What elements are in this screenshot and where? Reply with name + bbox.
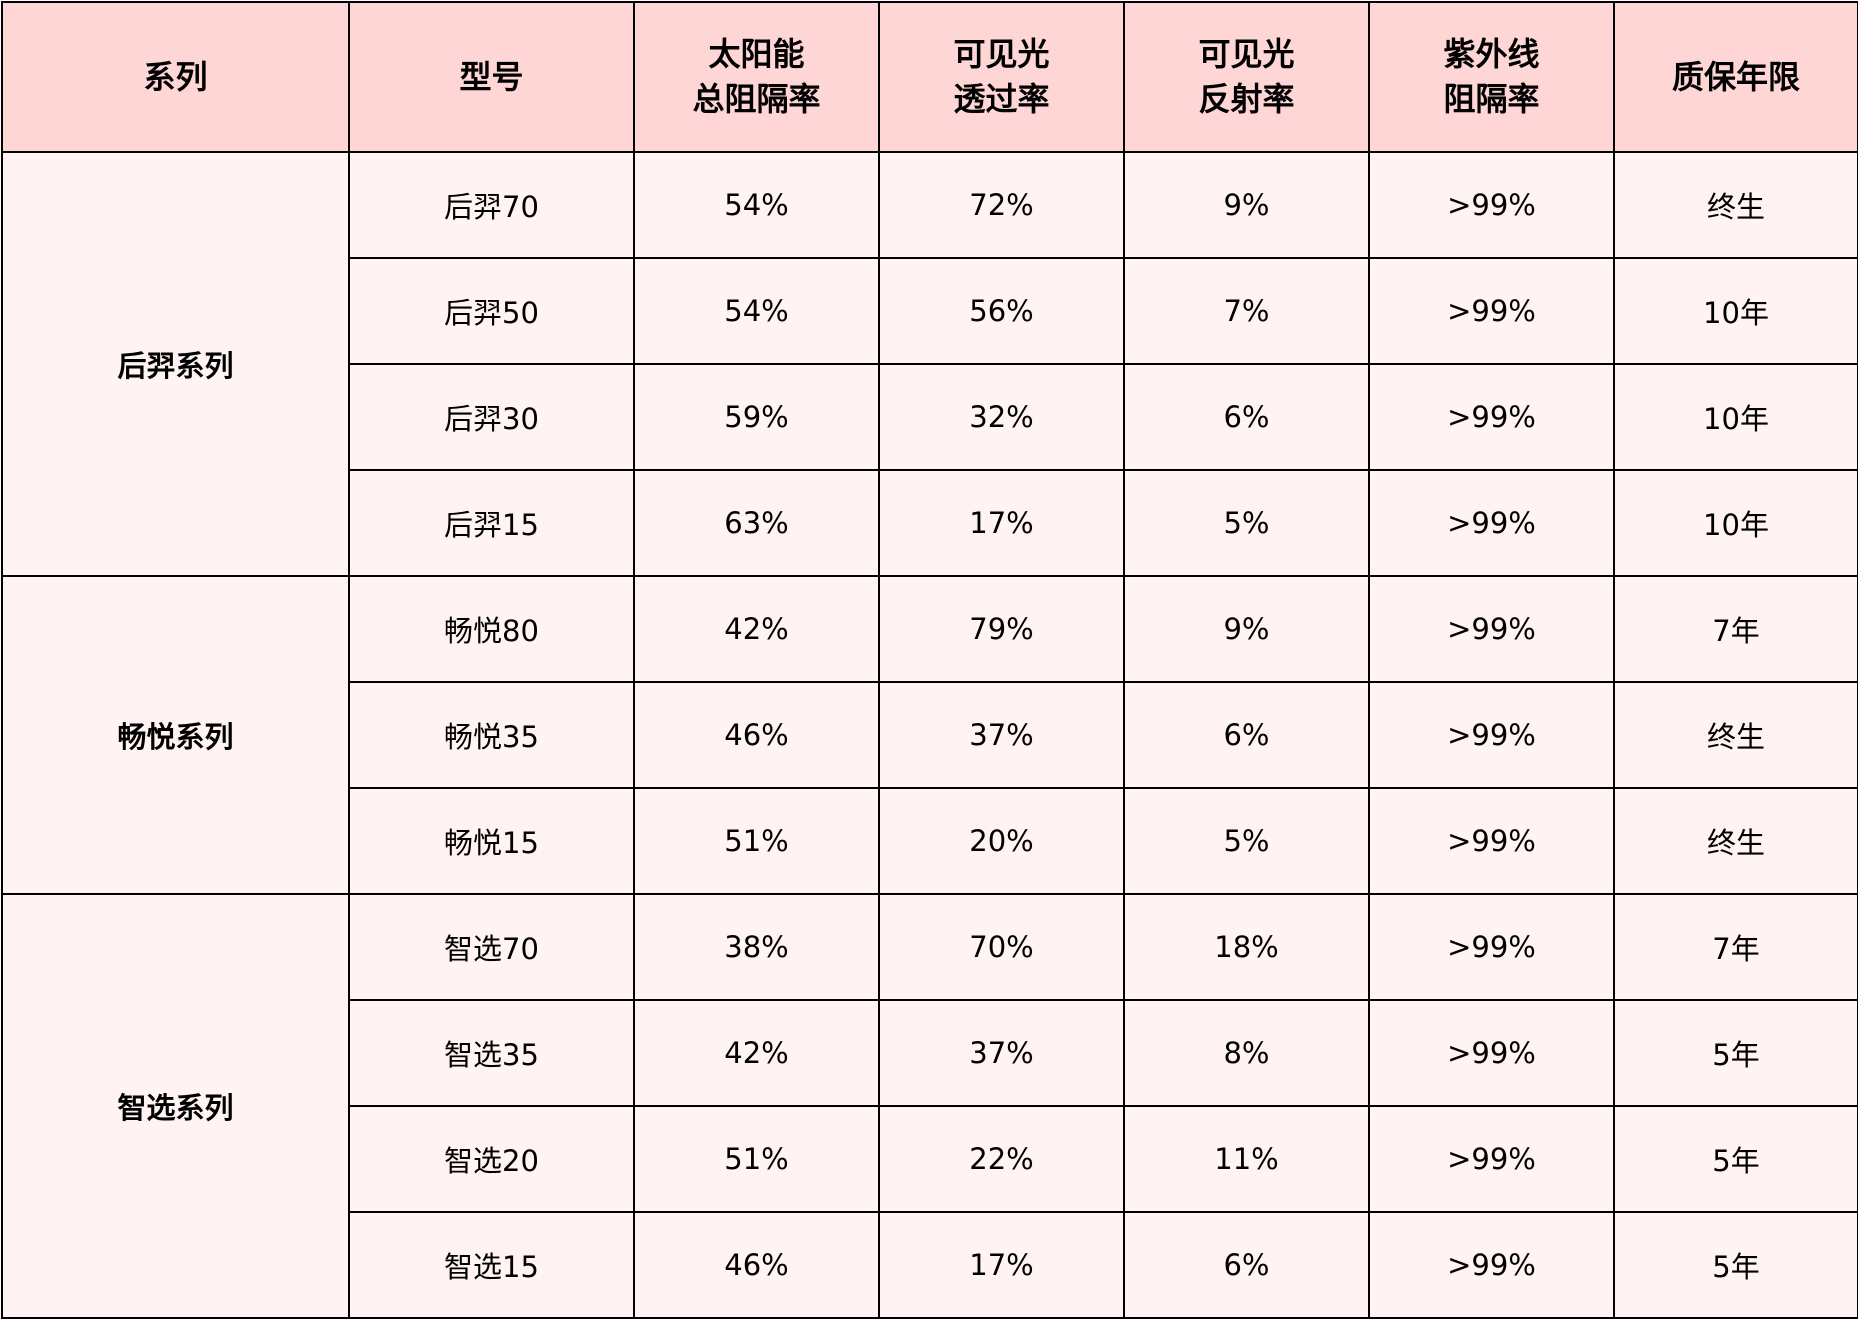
value-cell: 7年 [1613,893,1858,1001]
value-cell: 6% [1123,681,1370,789]
header-cell: 紫外线 阻隔率 [1368,1,1615,153]
value-cell: 5% [1123,469,1370,577]
value-cell: 5% [1123,787,1370,895]
value-cell: 终生 [1613,681,1858,789]
table-row: 后羿15 63% 17% 5% >99% 10年 [2,469,1858,577]
value-cell: 17% [878,469,1125,577]
model-cell: 畅悦35 [348,681,635,789]
header-cell: 可见光 反射率 [1123,1,1370,153]
value-cell: 54% [633,257,880,365]
table-row: 畅悦系列 畅悦80 42% 79% 9% >99% 7年 [1,575,1858,895]
value-cell: 70% [878,893,1125,1001]
value-cell: >99% [1368,363,1615,471]
value-cell: 5年 [1613,1105,1858,1213]
value-cell: >99% [1368,151,1615,259]
header-cell: 质保年限 [1613,1,1858,153]
value-cell: 79% [878,575,1125,683]
header-cell: 太阳能 总阻隔率 [633,1,880,153]
header-cell: 可见光 透过率 [878,1,1125,153]
value-cell: >99% [1368,787,1615,895]
series-cell: 智选系列 [1,893,350,1319]
value-cell: 54% [633,151,880,259]
value-cell: 46% [633,1211,880,1319]
table-header: 系列 型号 太阳能 总阻隔率 可见光 透过率 可见光 反射率 紫外线 阻隔率 质保年限 [1,1,1858,153]
model-cell: 畅悦15 [348,787,635,895]
model-cell: 后羿70 [348,151,635,259]
value-cell: 7年 [1613,575,1858,683]
value-cell: 17% [878,1211,1125,1319]
value-cell: 42% [633,999,880,1107]
value-cell: 37% [878,681,1125,789]
value-cell: 5年 [1613,1211,1858,1319]
value-cell: 32% [878,363,1125,471]
value-cell: 63% [633,469,880,577]
value-cell: >99% [1368,681,1615,789]
header-cell: 系列 [1,1,350,153]
value-cell: >99% [1368,893,1615,1001]
value-cell: 6% [1123,363,1370,471]
table-row: 后羿30 59% 32% 6% >99% 10年 [2,363,1858,471]
series-cell: 畅悦系列 [1,575,350,895]
value-cell: 9% [1123,575,1370,683]
model-cell: 智选35 [348,999,635,1107]
value-cell: 7% [1123,257,1370,365]
table-row: 后羿50 54% 56% 7% >99% 10年 [2,257,1858,365]
value-cell: >99% [1368,1211,1615,1319]
value-cell: >99% [1368,575,1615,683]
value-cell: 72% [878,151,1125,259]
value-cell: 42% [633,575,880,683]
value-cell: 38% [633,893,880,1001]
table-body: 后羿系列 后羿70 54% 72% 9% >99% 终生 后羿50 54% 56% 7% >99% 10… [1,151,1858,1319]
table-row: 智选15 46% 17% 6% >99% 5年 [2,1211,1858,1319]
table-row: 后羿系列 后羿70 54% 72% 9% >99% 终生 [1,151,1858,577]
value-cell: 46% [633,681,880,789]
table-row: 智选35 42% 37% 8% >99% 5年 [2,999,1858,1107]
value-cell: 终生 [1613,151,1858,259]
value-cell: 10年 [1613,257,1858,365]
value-cell: 9% [1123,151,1370,259]
value-cell: 37% [878,999,1125,1107]
value-cell: 6% [1123,1211,1370,1319]
table-row: 智选20 51% 22% 11% >99% 5年 [2,1105,1858,1213]
value-cell: >99% [1368,1105,1615,1213]
value-cell: 11% [1123,1105,1370,1213]
value-cell: 51% [633,1105,880,1213]
value-cell: 5年 [1613,999,1858,1107]
header-row: 系列 型号 太阳能 总阻隔率 可见光 透过率 可见光 反射率 紫外线 阻隔率 质保年限 [1,1,1858,153]
table-row: 畅悦15 51% 20% 5% >99% 终生 [2,787,1858,895]
value-cell: 56% [878,257,1125,365]
model-cell: 后羿50 [348,257,635,365]
value-cell: 8% [1123,999,1370,1107]
model-cell: 智选20 [348,1105,635,1213]
value-cell: 22% [878,1105,1125,1213]
value-cell: >99% [1368,257,1615,365]
series-cell: 后羿系列 [1,151,350,577]
value-cell: 10年 [1613,469,1858,577]
model-cell: 畅悦80 [348,575,635,683]
value-cell: 18% [1123,893,1370,1001]
value-cell: 10年 [1613,363,1858,471]
table-row: 智选系列 智选70 38% 70% 18% >99% 7年 [1,893,1858,1319]
value-cell: 59% [633,363,880,471]
value-cell: >99% [1368,999,1615,1107]
value-cell: >99% [1368,469,1615,577]
model-cell: 智选15 [348,1211,635,1319]
value-cell: 终生 [1613,787,1858,895]
table-row: 畅悦35 46% 37% 6% >99% 终生 [2,681,1858,789]
model-cell: 智选70 [348,893,635,1001]
model-cell: 后羿15 [348,469,635,577]
model-cell: 后羿30 [348,363,635,471]
value-cell: 51% [633,787,880,895]
header-cell: 型号 [348,1,635,153]
value-cell: 20% [878,787,1125,895]
